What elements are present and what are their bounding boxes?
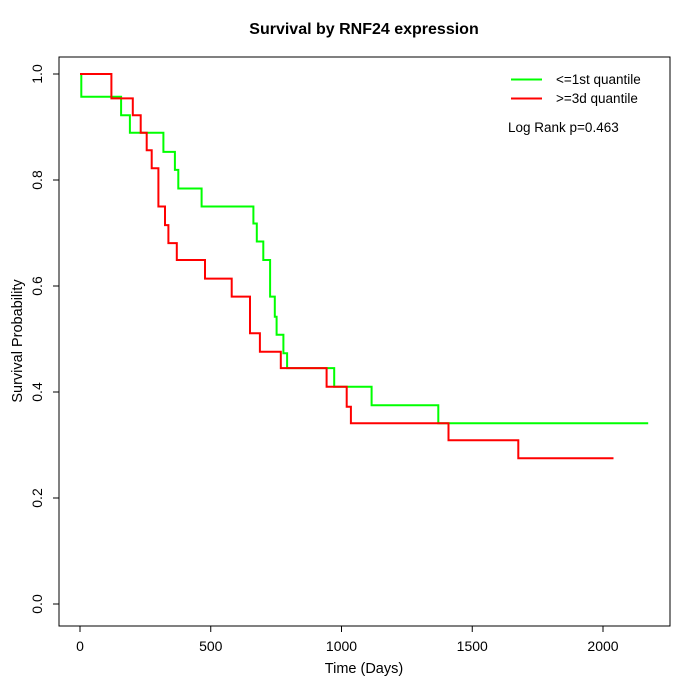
x-tick-label: 1000	[326, 638, 357, 654]
legend-label-first-quantile: <=1st quantile	[556, 72, 641, 87]
legend: <=1st quantile >=3d quantile Log Rank p=…	[508, 72, 641, 135]
legend-label-third-quantile: >=3d quantile	[556, 91, 638, 106]
y-tick-label: 0.0	[29, 594, 45, 614]
y-tick-label: 0.4	[29, 382, 45, 402]
x-tick-label: 1500	[457, 638, 488, 654]
x-tick-label: 2000	[587, 638, 618, 654]
y-tick-label: 0.6	[29, 276, 45, 296]
x-axis-title: Time (Days)	[325, 661, 403, 677]
chart-title: Survival by RNF24 expression	[249, 21, 478, 38]
log-rank-annotation: Log Rank p=0.463	[508, 120, 619, 135]
curves-layer	[80, 73, 649, 460]
y-tick-label: 0.2	[29, 488, 45, 508]
x-axis-ticks: 0 500 1000 1500 2000	[76, 626, 619, 654]
plot-border	[58, 56, 671, 627]
x-tick-label: 500	[199, 638, 223, 654]
y-tick-label: 1.0	[29, 64, 45, 84]
y-axis-ticks: 0.0 0.2 0.4 0.6 0.8 1.0	[29, 64, 59, 614]
survival-curve-high-expression	[80, 73, 614, 460]
x-tick-label: 0	[76, 638, 84, 654]
y-axis-title: Survival Probability	[10, 279, 26, 403]
y-tick-label: 0.8	[29, 170, 45, 190]
